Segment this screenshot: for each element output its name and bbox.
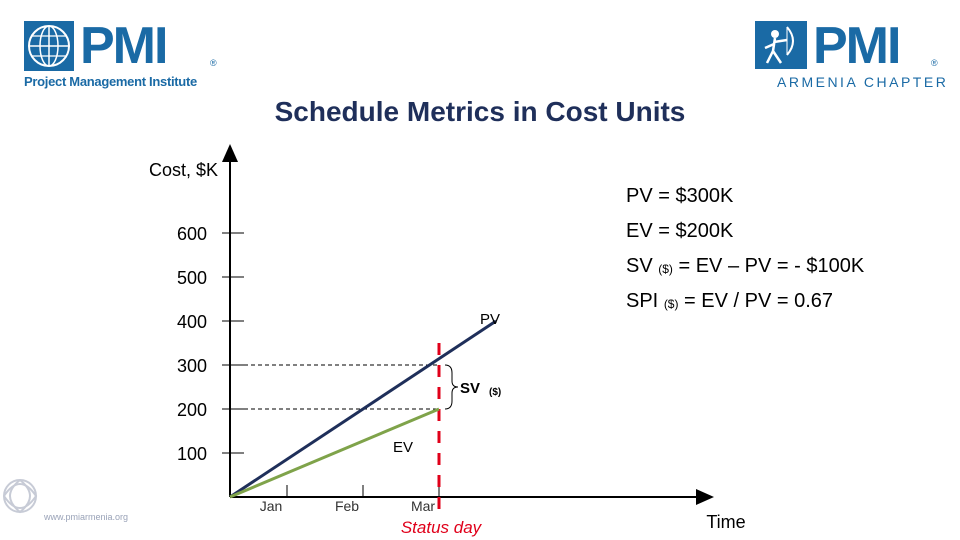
- status-day-label: Status day: [401, 518, 483, 537]
- sv-brace: [444, 364, 459, 410]
- sv-metric-sub: ($): [658, 262, 673, 276]
- pmi-subtitle-right: ARMENIA CHAPTER: [777, 74, 949, 90]
- series-label-pv: PV: [480, 311, 500, 328]
- pv-metric: PV = $300K: [626, 185, 734, 207]
- x-tick-label: Jan: [260, 498, 283, 514]
- y-tick-label: 200: [177, 400, 207, 420]
- sv-metric-formula: = EV – PV = - $100K: [678, 255, 865, 277]
- pmi-logo-left: PMI ® Project Management Institute: [22, 17, 222, 92]
- spi-metric: SPI ($) = EV / PV = 0.67: [626, 290, 833, 313]
- x-tick-label: Mar: [411, 498, 435, 514]
- spi-metric-prefix: SPI: [626, 290, 659, 312]
- knot-watermark-icon: [3, 479, 38, 514]
- pmi-wordmark-left: PMI: [80, 17, 168, 75]
- ev-metric: EV = $200K: [626, 220, 734, 242]
- x-tick-label: Feb: [335, 498, 359, 514]
- x-axis-label: Time: [706, 512, 745, 532]
- series-line-ev: [229, 407, 440, 499]
- sv-brace-label: SV: [460, 380, 480, 397]
- registered-mark-right: ®: [931, 58, 938, 68]
- registered-mark-left: ®: [210, 58, 217, 68]
- sv-brace-sub: ($): [489, 387, 501, 398]
- series-label-ev: EV: [393, 439, 413, 456]
- y-axis-label: Cost, $K: [149, 160, 218, 180]
- y-tick-label: 400: [177, 312, 207, 332]
- pmi-subtitle-left: Project Management Institute: [24, 74, 197, 89]
- slide-title: Schedule Metrics in Cost Units: [0, 96, 960, 128]
- y-tick-label: 100: [177, 444, 207, 464]
- sv-metric-prefix: SV: [626, 255, 653, 277]
- spi-metric-sub: ($): [663, 297, 679, 311]
- spi-metric-formula: = EV / PV = 0.67: [684, 290, 834, 312]
- globe-logo-icon: [24, 21, 74, 71]
- pmi-logo-right: PMI ® ARMENIA CHAPTER: [755, 17, 949, 92]
- y-tick-label: 500: [177, 268, 207, 288]
- series-line-pv: [229, 319, 497, 499]
- archer-logo-icon: [755, 21, 807, 69]
- footer-url: www.pmiarmenia.org: [44, 512, 129, 522]
- y-tick-label: 300: [177, 356, 207, 376]
- pmi-wordmark-right: PMI: [813, 17, 901, 75]
- slide-title-text: Schedule Metrics in Cost Units: [274, 96, 686, 127]
- sv-metric: SV ($) = EV – PV = - $100K: [626, 255, 864, 278]
- y-tick-label: 600: [177, 224, 207, 244]
